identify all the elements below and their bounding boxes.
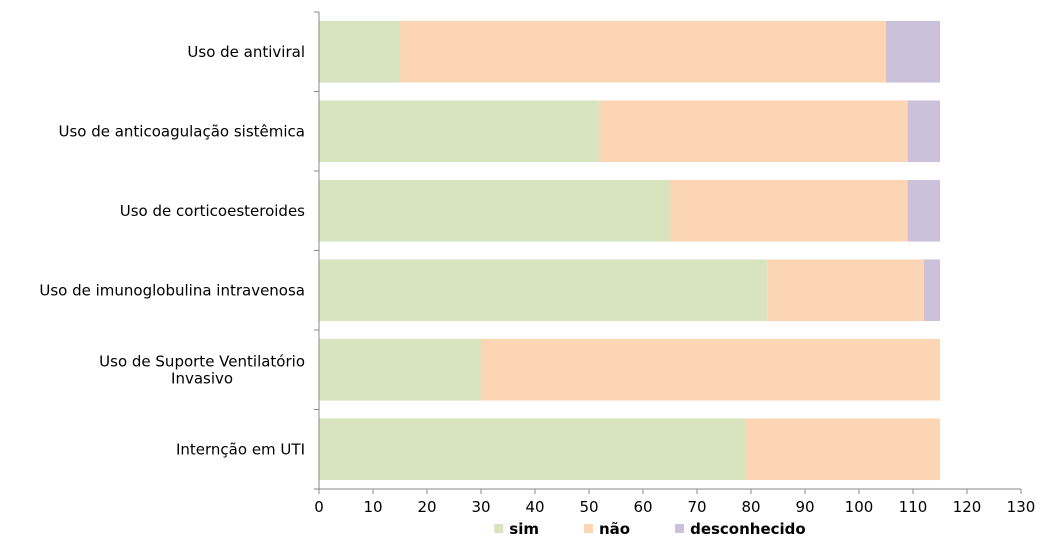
x-tick-label-2: 20 <box>417 498 436 516</box>
bar-não-0 <box>400 20 886 83</box>
category-label-1: Uso de anticoagulação sistêmica <box>58 122 305 140</box>
category-label-line: Uso de Suporte Ventilatório <box>99 352 305 370</box>
bar-não-3 <box>767 259 924 322</box>
category-label-5: Internção em UTI <box>176 440 305 458</box>
legend-label-desconhecido: desconhecido <box>690 520 806 538</box>
bar-desconhecido-3 <box>923 259 940 322</box>
axes <box>314 11 1021 490</box>
legend-label-não: não <box>599 520 630 538</box>
x-tick-label-11: 110 <box>899 498 928 516</box>
category-label-2: Uso de corticoesteroides <box>120 202 305 220</box>
x-tick-label-4: 40 <box>525 498 544 516</box>
x-tick-label-5: 50 <box>579 498 598 516</box>
bar-desconhecido-2 <box>907 179 940 242</box>
legend-swatch-não <box>583 524 593 533</box>
legend-swatch-sim <box>494 524 504 533</box>
bar-não-4 <box>481 338 940 401</box>
x-tick-label-7: 70 <box>687 498 706 516</box>
bar-sim-4 <box>319 338 481 401</box>
bar-sim-3 <box>319 259 768 322</box>
category-label-line: Uso de imunoglobulina intravenosa <box>39 281 305 299</box>
bar-desconhecido-1 <box>907 100 940 163</box>
category-label-line: Uso de antiviral <box>187 43 305 61</box>
x-tick-label-0: 0 <box>314 498 324 516</box>
x-tick-label-10: 100 <box>845 498 874 516</box>
x-tick-label-3: 30 <box>471 498 490 516</box>
bar-sim-2 <box>319 179 670 242</box>
legend: sim não desconhecido <box>494 520 806 538</box>
x-tick-label-13: 130 <box>1007 498 1036 516</box>
x-tick-label-6: 60 <box>633 498 652 516</box>
bar-sim-5 <box>319 418 746 481</box>
x-axis-ticks: 0 10 20 30 40 50 60 70 80 90 100 110 120 130 <box>314 489 1035 516</box>
category-label-line: Uso de corticoesteroides <box>120 202 305 220</box>
bar-não-2 <box>670 179 908 242</box>
category-label-line: Invasivo <box>171 369 233 387</box>
legend-label-sim: sim <box>509 520 539 538</box>
category-label-4: Uso de Suporte Ventilatório Invasivo <box>99 352 305 387</box>
x-tick-label-9: 90 <box>795 498 814 516</box>
bar-sim-1 <box>319 100 600 163</box>
x-tick-label-12: 120 <box>953 498 982 516</box>
x-tick-label-8: 80 <box>741 498 760 516</box>
bars-group <box>319 20 940 481</box>
x-tick-label-1: 10 <box>363 498 382 516</box>
bar-desconhecido-0 <box>886 20 940 83</box>
bar-não-1 <box>599 100 908 163</box>
bar-não-5 <box>745 418 940 481</box>
legend-swatch-desconhecido <box>675 524 685 533</box>
category-label-line: Uso de anticoagulação sistêmica <box>58 122 305 140</box>
bar-sim-0 <box>319 20 400 83</box>
category-label-line: Internção em UTI <box>176 440 305 458</box>
category-label-3: Uso de imunoglobulina intravenosa <box>39 281 305 299</box>
category-labels: Uso de antiviral Uso de anticoagulação si… <box>39 43 305 459</box>
category-label-0: Uso de antiviral <box>187 43 305 61</box>
